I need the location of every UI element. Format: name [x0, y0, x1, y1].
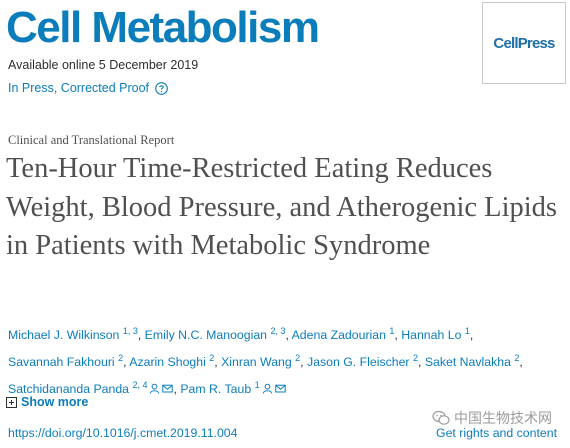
wechat-icon	[432, 410, 450, 425]
author-affiliation: 2	[514, 353, 520, 364]
author-name: Jason G. Fleischer	[307, 355, 410, 370]
person-icon	[262, 383, 272, 394]
author-link[interactable]: Adena Zadourian 1	[291, 326, 395, 343]
author-affiliation: 2	[295, 353, 301, 364]
article-type: Clinical and Translational Report	[8, 133, 175, 147]
author-affiliation: 1	[254, 380, 260, 391]
envelope-icon	[162, 384, 174, 393]
author-link[interactable]: Jason G. Fleischer 2	[307, 353, 418, 370]
publisher-logo[interactable]: CellPress	[482, 2, 566, 84]
watermark: 中国生物技术网	[432, 408, 552, 428]
author-affiliation: 2	[209, 353, 215, 364]
author-name: Satchidananda Panda	[8, 382, 130, 397]
author-name: Azarin Shoghi	[129, 355, 206, 370]
question-circle-icon[interactable]	[155, 81, 168, 95]
author-link[interactable]: Xinran Wang 2	[221, 353, 301, 370]
person-icon	[150, 383, 160, 394]
watermark-text: 中国生物技术网	[454, 410, 552, 426]
author-link[interactable]: Emily N.C. Manoogian 2, 3	[144, 326, 286, 343]
author-list: Michael J. Wilkinson 1, 3, Emily N.C. Ma…	[8, 326, 523, 397]
author-name: Pam R. Taub	[180, 382, 252, 397]
author-affiliation: 2, 4	[132, 380, 148, 391]
publisher-logo-text: CellPress	[493, 34, 555, 52]
author-link[interactable]: Hannah Lo 1	[401, 326, 470, 343]
author-link[interactable]: Azarin Shoghi 2	[129, 353, 215, 370]
article-status-label: In Press, Corrected Proof	[8, 81, 150, 95]
article-title: Ten-Hour Time-Restricted Eating Reduces …	[6, 153, 557, 261]
author-name: Michael J. Wilkinson	[8, 328, 120, 343]
author-name: Adena Zadourian	[291, 328, 386, 343]
author-affiliation: 1	[389, 326, 395, 336]
available-online-date: Available online 5 December 2019	[8, 58, 199, 72]
author-name: Emily N.C. Manoogian	[144, 328, 268, 343]
author-name: Hannah Lo	[401, 328, 462, 343]
envelope-icon	[274, 384, 286, 393]
author-affiliation: 2, 3	[270, 326, 286, 336]
author-name: Saket Navlakha	[424, 355, 511, 370]
author-link[interactable]: Savannah Fakhouri 2	[8, 353, 124, 370]
author-affiliation: 2	[412, 353, 418, 364]
author-affiliation: 1	[464, 326, 470, 336]
author-link[interactable]: Michael J. Wilkinson 1, 3	[8, 326, 138, 343]
show-more-button[interactable]: Show more	[6, 395, 88, 409]
author-name: Xinran Wang	[221, 355, 292, 370]
doi-link[interactable]: https://doi.org/10.1016/j.cmet.2019.11.0…	[8, 426, 238, 440]
author-affiliation: 2	[118, 353, 124, 364]
article-status-link[interactable]: In Press, Corrected Proof	[8, 81, 168, 95]
author-affiliation: 1, 3	[122, 326, 138, 336]
author-name: Savannah Fakhouri	[8, 355, 115, 370]
rights-and-content-link[interactable]: Get rights and content	[436, 426, 557, 440]
plus-square-icon	[6, 396, 17, 408]
author-link[interactable]: Satchidananda Panda 2, 4	[8, 380, 174, 397]
show-more-label: Show more	[21, 395, 89, 409]
journal-title[interactable]: Cell Metabolism	[6, 3, 320, 52]
author-link[interactable]: Saket Navlakha 2	[424, 353, 520, 370]
author-link[interactable]: Pam R. Taub 1	[180, 380, 286, 397]
